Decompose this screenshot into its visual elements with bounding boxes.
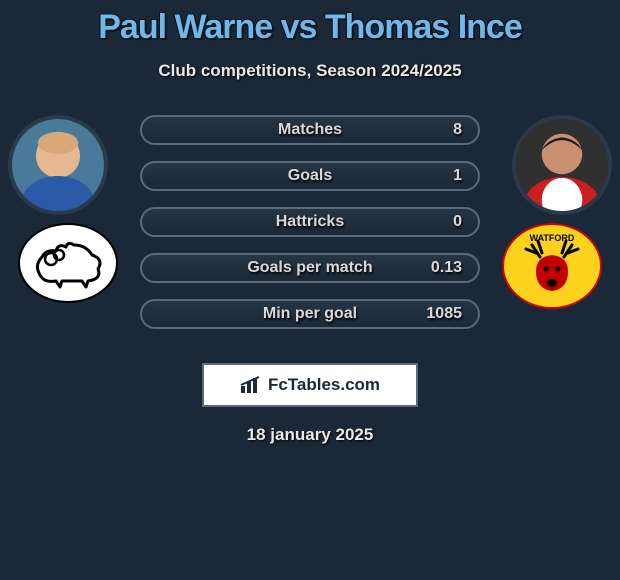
stat-label: Goals per match: [198, 259, 422, 277]
stat-value: 0: [422, 213, 462, 231]
title-player-right: Thomas Ince: [325, 8, 522, 46]
club-right-text: WATFORD: [530, 233, 575, 243]
watermark-badge: FcTables.com: [202, 363, 418, 407]
stat-row: Matches 8: [140, 115, 480, 145]
stat-row: Goals 1: [140, 161, 480, 191]
page-root: Paul Warne vs Thomas Ince Club competiti…: [0, 0, 620, 445]
ram-icon: [26, 235, 110, 291]
player-right-club-badge: WATFORD: [502, 223, 602, 309]
subtitle: Club competitions, Season 2024/2025: [0, 61, 620, 81]
stat-row: Hattricks 0: [140, 207, 480, 237]
stat-value: 8: [422, 121, 462, 139]
page-title: Paul Warne vs Thomas Ince: [0, 8, 620, 47]
comparison-area: WATFORD Matches 8 Goals 1 Hattricks 0: [0, 115, 620, 345]
stat-label: Hattricks: [198, 213, 422, 231]
stat-label: Matches: [198, 121, 422, 139]
player-right-avatar: [512, 115, 612, 215]
stat-row: Min per goal 1085: [140, 299, 480, 329]
stat-label: Goals: [198, 167, 422, 185]
player-right-photo: [516, 119, 608, 211]
stat-value: 0.13: [422, 259, 462, 277]
watermark-text: FcTables.com: [268, 375, 380, 395]
stats-list: Matches 8 Goals 1 Hattricks 0 Goals per …: [140, 115, 480, 345]
moose-icon: WATFORD: [510, 227, 594, 305]
bars-icon: [240, 376, 262, 394]
footer-date: 18 january 2025: [0, 425, 620, 445]
stat-row: Goals per match 0.13: [140, 253, 480, 283]
title-vs: vs: [281, 8, 317, 46]
stat-label: Min per goal: [198, 305, 422, 323]
stat-value: 1: [422, 167, 462, 185]
title-player-left: Paul Warne: [98, 8, 272, 46]
player-left-club-badge: [18, 223, 118, 303]
stat-value: 1085: [422, 305, 462, 323]
player-left-photo: [12, 119, 104, 211]
player-left-avatar: [8, 115, 108, 215]
